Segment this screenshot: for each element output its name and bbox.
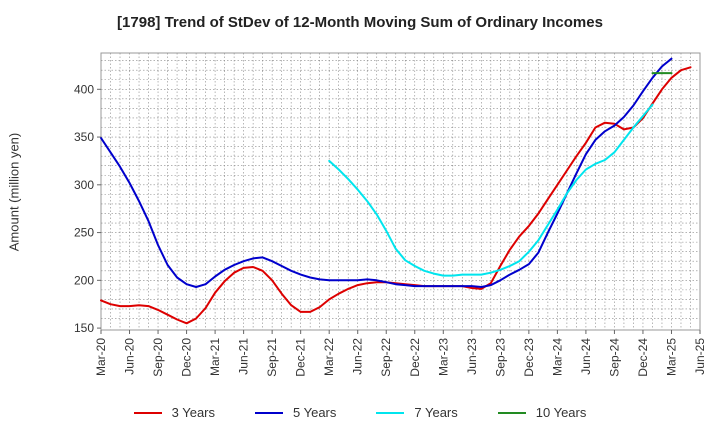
x-tick-label: Sep-24 [607,338,621,377]
legend-label: 7 Years [414,405,458,420]
x-tick-label: Sep-22 [379,338,393,377]
x-tick-label: Dec-20 [180,338,194,377]
x-tick-label: Sep-21 [265,338,279,377]
y-tick-label: 200 [74,273,94,287]
x-tick-label: Mar-20 [94,338,108,376]
chart-title: [1798] Trend of StDev of 12-Month Moving… [117,14,603,31]
x-tick-label: Mar-21 [208,338,222,376]
y-tick-label: 250 [74,226,94,240]
x-tick-label: Dec-23 [522,338,536,377]
plot-frame [100,52,701,331]
y-tick-label: 350 [74,130,94,144]
x-tick-label: Jun-22 [351,338,365,375]
x-tick-label: Jun-23 [465,338,479,375]
legend-item-10-years: 10 Years [497,405,587,420]
legend-label: 10 Years [535,405,587,420]
legend-label: 3 Years [171,405,215,420]
x-tick-label: Mar-24 [550,338,564,376]
legend-swatch [255,411,283,414]
legend-label: 5 Years [293,405,337,420]
x-tick-label: Sep-23 [493,338,507,377]
x-tick-label: Jun-25 [693,338,707,375]
legend-item-5-years: 5 Years [255,405,336,420]
series-line-7-years [328,103,654,277]
x-tick-label: Jun-24 [579,338,593,375]
y-tick-label: 400 [74,82,94,96]
y-tick-label: 300 [74,178,94,192]
legend-swatch [376,411,405,414]
x-tick-label: Sep-20 [151,338,165,377]
x-tick-label: Jun-21 [237,338,251,375]
x-tick-label: Mar-25 [664,338,678,376]
x-tick-label: Dec-21 [294,338,308,377]
x-tick-label: Mar-23 [436,338,450,376]
legend-item-7-years: 7 Years [376,405,458,420]
legend-item-3-years: 3 Years [133,405,215,420]
x-tick-label: Dec-22 [408,338,422,377]
y-tick-label: 150 [74,321,94,335]
x-tick-label: Jun-20 [123,338,137,375]
series-line-5-years [100,57,673,288]
x-tick-label: Mar-22 [322,338,336,376]
legend: 3 Years 5 Years 7 Years 10 Years [0,405,720,420]
legend-swatch [133,411,162,414]
x-tick-label: Dec-24 [636,338,650,377]
legend-swatch [497,411,526,414]
